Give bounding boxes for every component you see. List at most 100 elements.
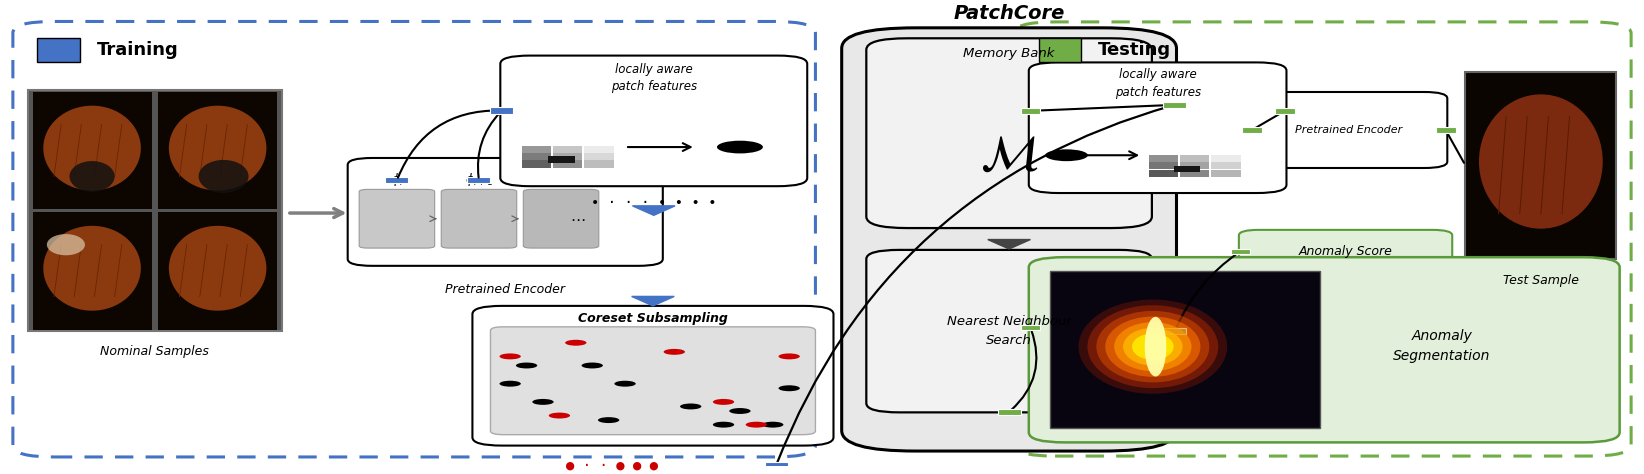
FancyBboxPatch shape	[1029, 257, 1619, 442]
Bar	[158, 91, 278, 210]
Bar	[1164, 328, 1187, 334]
FancyBboxPatch shape	[500, 55, 807, 186]
Circle shape	[615, 381, 636, 387]
Text: Training: Training	[97, 41, 178, 59]
Bar	[552, 146, 582, 153]
Bar	[1164, 101, 1187, 108]
Ellipse shape	[1133, 334, 1174, 360]
Bar	[998, 409, 1021, 415]
Bar	[1212, 162, 1241, 169]
Circle shape	[1046, 149, 1088, 161]
Circle shape	[500, 354, 521, 359]
Polygon shape	[633, 206, 676, 215]
Ellipse shape	[1097, 311, 1210, 383]
Bar	[1180, 170, 1210, 177]
Bar	[33, 91, 151, 210]
Bar	[1435, 127, 1455, 133]
Bar	[1021, 108, 1041, 114]
Circle shape	[598, 417, 620, 423]
Ellipse shape	[1087, 305, 1218, 388]
Circle shape	[713, 399, 735, 405]
Bar	[552, 153, 582, 160]
Bar	[467, 177, 490, 183]
FancyBboxPatch shape	[1251, 92, 1447, 168]
FancyBboxPatch shape	[472, 306, 834, 446]
Text: • · · · • • • •: • · · · • • • •	[590, 196, 717, 210]
Circle shape	[549, 412, 570, 419]
Text: Memory Bank: Memory Bank	[963, 47, 1055, 60]
Bar	[584, 146, 613, 153]
Circle shape	[730, 408, 751, 414]
Bar	[385, 177, 408, 183]
Bar	[584, 160, 613, 167]
Ellipse shape	[1078, 300, 1226, 394]
Bar	[1149, 170, 1179, 177]
Text: locally aware
patch features: locally aware patch features	[1115, 68, 1200, 99]
Text: $\cdots$: $\cdots$	[570, 211, 585, 226]
Ellipse shape	[69, 161, 115, 191]
FancyBboxPatch shape	[1240, 230, 1452, 273]
FancyBboxPatch shape	[358, 190, 434, 248]
Bar	[38, 38, 81, 62]
Text: ● · · ● ● ●: ● · · ● ● ●	[566, 459, 658, 473]
FancyBboxPatch shape	[866, 250, 1152, 412]
Circle shape	[779, 385, 801, 391]
Circle shape	[779, 354, 801, 359]
Bar	[1212, 170, 1241, 177]
Circle shape	[582, 363, 603, 368]
Circle shape	[746, 422, 768, 428]
Circle shape	[500, 381, 521, 387]
Text: PatchCore: PatchCore	[954, 4, 1065, 23]
Text: Nearest Neighbour
Search: Nearest Neighbour Search	[947, 315, 1072, 347]
Ellipse shape	[1105, 317, 1200, 377]
Text: Coreset Subsampling: Coreset Subsampling	[579, 312, 728, 325]
Bar	[1174, 166, 1200, 172]
Ellipse shape	[1115, 322, 1192, 371]
Text: Anomaly
Segmentation: Anomaly Segmentation	[1392, 329, 1491, 363]
Text: locally aware
patch features: locally aware patch features	[610, 63, 697, 93]
Bar	[158, 212, 278, 329]
FancyBboxPatch shape	[1029, 63, 1287, 193]
Ellipse shape	[43, 226, 141, 310]
Circle shape	[681, 403, 702, 410]
Bar	[1149, 155, 1179, 162]
Bar	[33, 212, 151, 329]
Ellipse shape	[199, 160, 248, 193]
FancyBboxPatch shape	[441, 190, 516, 248]
Ellipse shape	[169, 226, 266, 310]
Polygon shape	[631, 296, 674, 306]
Circle shape	[566, 340, 587, 346]
Bar	[521, 153, 551, 160]
Bar	[521, 160, 551, 167]
Bar	[1231, 248, 1251, 254]
Text: Anomaly Score: Anomaly Score	[1299, 245, 1392, 258]
Bar	[1051, 271, 1320, 428]
Bar	[1180, 155, 1210, 162]
FancyBboxPatch shape	[523, 190, 598, 248]
Text: $\mathcal{M}$: $\mathcal{M}$	[980, 132, 1039, 180]
FancyBboxPatch shape	[347, 158, 663, 266]
Circle shape	[717, 141, 763, 154]
Bar	[28, 90, 283, 331]
Circle shape	[763, 422, 784, 428]
Text: Test Sample: Test Sample	[1503, 273, 1578, 287]
Bar	[1276, 108, 1295, 114]
Circle shape	[664, 349, 686, 355]
Bar	[584, 153, 613, 160]
Bar	[1243, 127, 1263, 133]
Bar	[490, 107, 513, 114]
Text: Pretrained Encoder: Pretrained Encoder	[1295, 125, 1402, 135]
Circle shape	[533, 399, 554, 405]
Circle shape	[516, 363, 538, 368]
Bar	[1465, 72, 1616, 258]
Text: Nominal Samples: Nominal Samples	[100, 345, 209, 358]
Bar	[547, 156, 575, 163]
FancyBboxPatch shape	[490, 327, 815, 435]
Ellipse shape	[1144, 317, 1166, 376]
Ellipse shape	[1480, 94, 1603, 228]
Text: $\phi_i$: $\phi_i$	[391, 171, 403, 188]
Bar	[764, 463, 787, 469]
Bar	[1180, 162, 1210, 169]
Polygon shape	[988, 239, 1031, 249]
Ellipse shape	[46, 234, 85, 255]
